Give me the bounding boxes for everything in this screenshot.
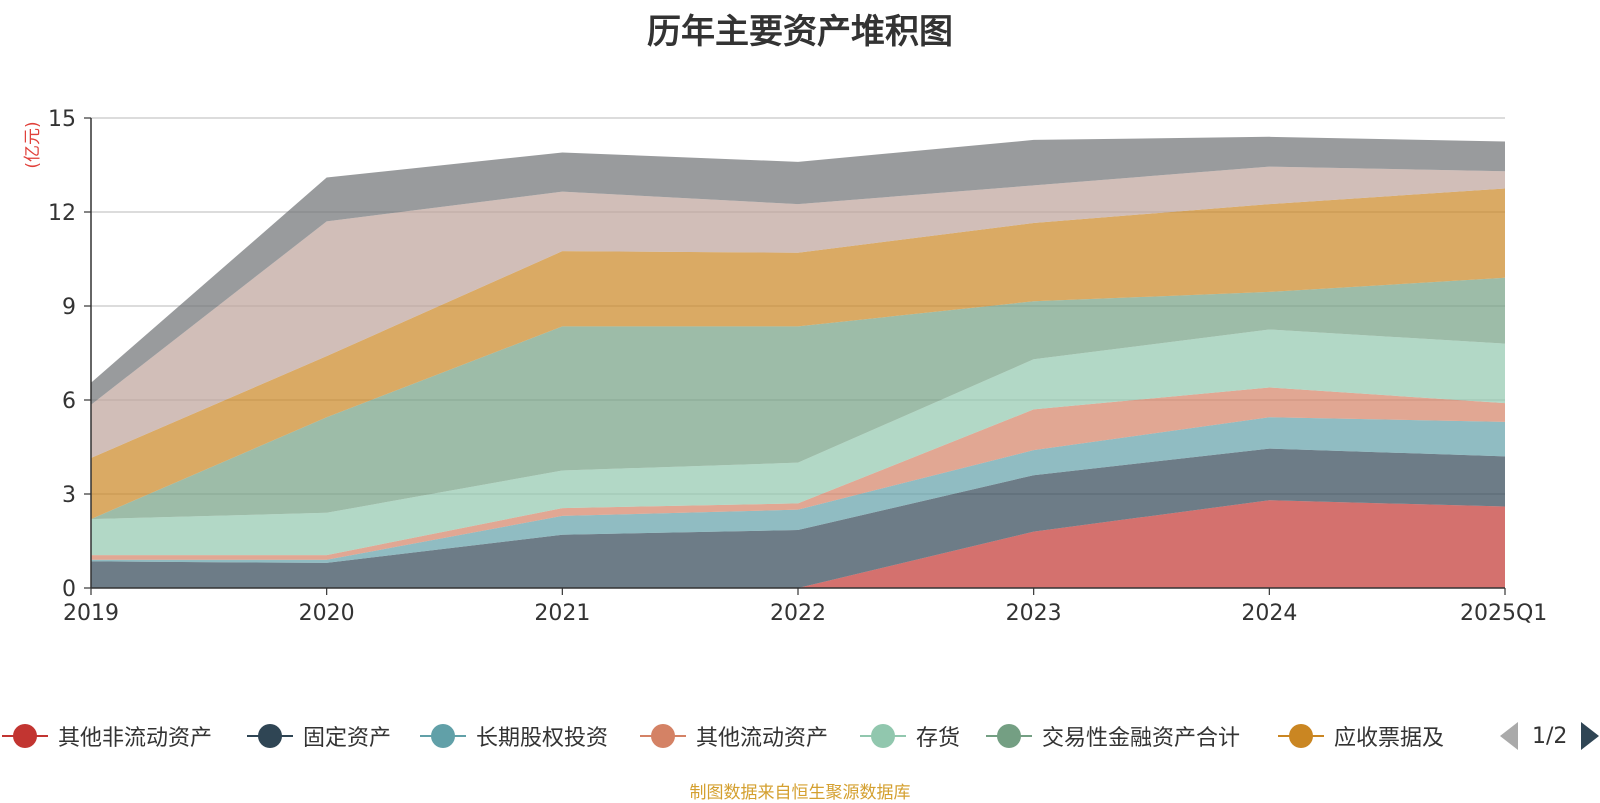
legend-label: 交易性金融资产合计 <box>1042 726 1241 751</box>
legend-label: 长期股权投资 <box>476 726 609 751</box>
area-series-8 <box>91 166 1505 458</box>
x-tick-label: 2024 <box>1241 601 1297 626</box>
legend-item[interactable]: 固定资产 <box>245 716 391 756</box>
legend-swatch-icon <box>638 716 688 756</box>
area-series-2 <box>91 448 1505 588</box>
area-series-5 <box>91 329 1505 556</box>
y-tick-label: 15 <box>48 107 76 132</box>
x-tick-label: 2021 <box>534 601 590 626</box>
y-axis-unit-label: (亿元) <box>23 121 43 168</box>
legend-page-indicator: 1/2 <box>1532 723 1568 749</box>
legend-item[interactable]: 其他流动资产 <box>638 716 828 756</box>
y-tick-label: 9 <box>62 295 76 320</box>
legend-swatch-icon <box>0 716 50 756</box>
legend-prev-page-icon[interactable] <box>1500 722 1518 750</box>
legend-item[interactable]: 存货 <box>858 716 960 756</box>
legend-item[interactable]: 应收票据及 <box>1276 716 1444 756</box>
legend-label: 其他非流动资产 <box>58 726 213 751</box>
legend-item[interactable]: 长期股权投资 <box>418 716 608 756</box>
legend-swatch-icon <box>858 716 908 756</box>
legend-label: 其他流动资产 <box>696 726 829 751</box>
legend-swatch-icon <box>1276 716 1326 756</box>
y-tick-label: 12 <box>48 201 76 226</box>
x-tick-label: 2025Q1 <box>1460 601 1547 626</box>
area-series-7 <box>91 188 1505 520</box>
area-series-1 <box>91 500 1505 588</box>
area-series <box>91 136 1505 588</box>
chart-title: 历年主要资产堆积图 <box>647 12 953 52</box>
legend-label: 固定资产 <box>303 726 392 751</box>
area-series-3 <box>91 417 1505 563</box>
axes: 0 3 6 9 12 15 2019 2020 2021 2022 2023 2024 2025Q1 <box>48 107 1547 626</box>
area-series-9 <box>91 136 1505 405</box>
legend-item[interactable]: 其他非流动资产 <box>0 716 212 756</box>
legend-swatch-icon <box>984 716 1034 756</box>
legend: 其他非流动资产 固定资产 长期股权投资 其他流动资产 存货 交易性金融资产合计 应收票据及 <box>0 716 1600 756</box>
legend-label: 应收票据及 <box>1334 726 1445 751</box>
legend-swatch-icon <box>418 716 468 756</box>
area-series-4 <box>91 387 1505 560</box>
source-note: 制图数据来自恒生聚源数据库 <box>689 783 911 803</box>
y-tick-label: 3 <box>62 483 76 508</box>
legend-label: 存货 <box>916 726 961 751</box>
legend-pager: 1/2 <box>1500 716 1600 756</box>
y-tick-label: 0 <box>62 577 76 602</box>
area-series-6 <box>91 277 1505 520</box>
x-tick-label: 2023 <box>1006 601 1062 626</box>
x-tick-label: 2019 <box>63 601 119 626</box>
x-tick-label: 2022 <box>770 601 826 626</box>
legend-next-page-icon[interactable] <box>1581 722 1600 750</box>
legend-item[interactable]: 交易性金融资产合计 <box>984 716 1240 756</box>
stacked-area-chart: 0 3 6 9 12 15 2019 2020 2021 2022 2023 2024 2025Q1 (… <box>23 107 1547 626</box>
y-tick-label: 6 <box>62 389 76 414</box>
legend-swatch-icon <box>245 716 295 756</box>
x-tick-label: 2020 <box>299 601 355 626</box>
